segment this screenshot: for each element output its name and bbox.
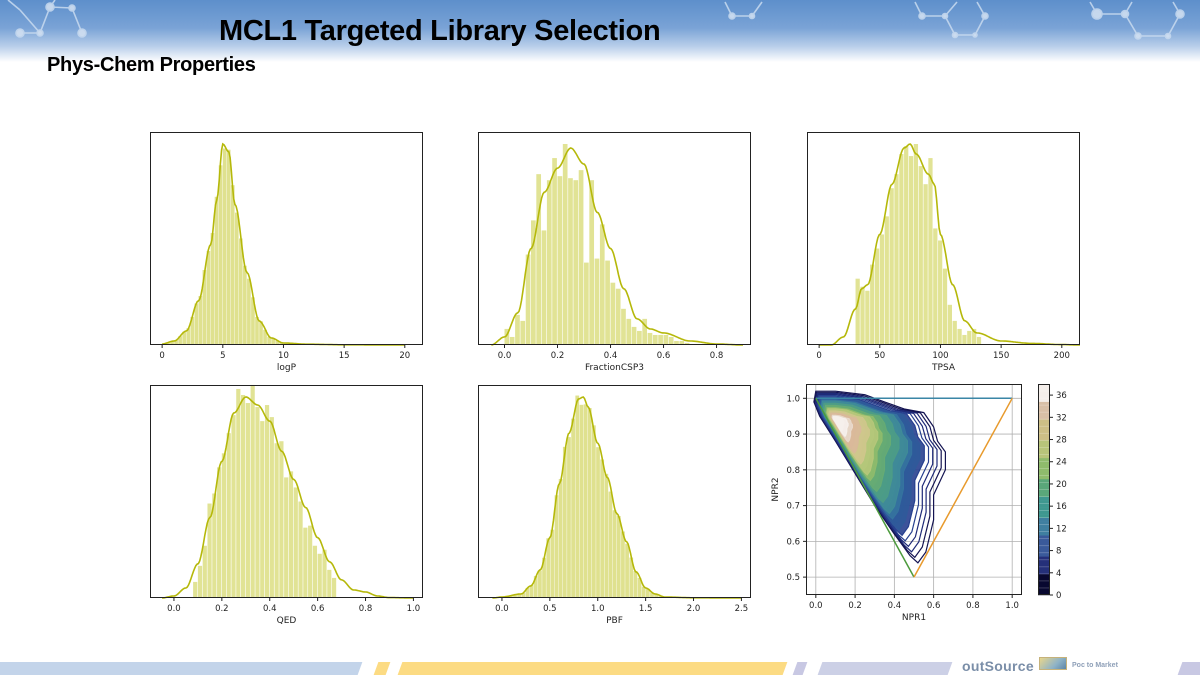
histogram-bars xyxy=(855,144,982,345)
svg-text:0.4: 0.4 xyxy=(263,604,277,614)
svg-text:32: 32 xyxy=(1056,413,1067,423)
svg-text:0.4: 0.4 xyxy=(888,601,902,611)
svg-text:50: 50 xyxy=(874,351,885,361)
svg-text:1.0: 1.0 xyxy=(407,604,421,614)
header-band xyxy=(0,0,1200,62)
slide-title: MCL1 Targeted Library Selection xyxy=(219,15,661,47)
svg-text:12: 12 xyxy=(1056,524,1067,534)
svg-text:15: 15 xyxy=(339,351,350,361)
kde-line xyxy=(162,142,405,346)
chart-qed: 0.0 0.2 0.4 0.6 0.8 1.0 QED xyxy=(150,384,423,628)
svg-text:0.8: 0.8 xyxy=(786,466,800,476)
svg-text:0.5: 0.5 xyxy=(543,604,557,614)
svg-text:0.4: 0.4 xyxy=(604,351,618,361)
svg-text:36: 36 xyxy=(1056,391,1067,401)
svg-text:1.0: 1.0 xyxy=(786,394,800,404)
slide-subtitle: Phys-Chem Properties xyxy=(47,54,256,76)
svg-text:1.5: 1.5 xyxy=(639,604,653,614)
svg-text:5: 5 xyxy=(220,351,225,361)
kde-line xyxy=(161,396,414,599)
chart-fractioncsp3: 0.0 0.2 0.4 0.6 0.8 FractionCSP3 xyxy=(478,132,751,375)
svg-text:0.8: 0.8 xyxy=(710,351,724,361)
kde-line xyxy=(819,143,1080,346)
svg-text:0.0: 0.0 xyxy=(495,604,509,614)
svg-text:0: 0 xyxy=(1056,591,1061,601)
histogram-bars xyxy=(162,148,405,345)
svg-text:0.8: 0.8 xyxy=(359,604,373,614)
histogram-bars xyxy=(193,384,337,598)
histogram-bars xyxy=(504,144,690,345)
x-axis-label: NPR1 xyxy=(902,613,926,623)
svg-text:4: 4 xyxy=(1056,569,1061,579)
svg-text:0.6: 0.6 xyxy=(786,537,800,547)
svg-text:0.2: 0.2 xyxy=(551,351,565,361)
svg-text:0.8: 0.8 xyxy=(966,601,980,611)
svg-text:0.2: 0.2 xyxy=(848,601,862,611)
svg-text:0.2: 0.2 xyxy=(215,604,229,614)
svg-text:0.7: 0.7 xyxy=(786,502,800,512)
svg-text:28: 28 xyxy=(1056,436,1067,446)
brand-tagline: Poc to Market xyxy=(1072,662,1118,669)
x-axis-label: TPSA xyxy=(931,363,956,373)
svg-text:0.9: 0.9 xyxy=(786,430,800,440)
svg-text:20: 20 xyxy=(1056,480,1067,490)
histogram-bars xyxy=(492,395,742,598)
svg-text:1.0: 1.0 xyxy=(591,604,605,614)
svg-text:2.5: 2.5 xyxy=(735,604,749,614)
x-axis-label: logP xyxy=(277,363,297,373)
svg-text:0.5: 0.5 xyxy=(786,573,800,583)
svg-text:0.0: 0.0 xyxy=(809,601,823,611)
chart-pmi-npr: 0.0 0.2 0.4 0.6 0.8 1.0 0.5 0.6 0.7 0.8 0.9 1.0 NPR1… xyxy=(771,384,1086,630)
footer-segment-yellow-small xyxy=(373,662,391,675)
svg-text:0.0: 0.0 xyxy=(498,351,512,361)
footer-segment-lavender xyxy=(817,662,953,675)
chart-logp: 0 5 10 15 20 logP xyxy=(150,132,423,375)
molecule-decoration-icon xyxy=(7,0,1185,40)
density-contours xyxy=(813,390,946,564)
svg-text:24: 24 xyxy=(1056,458,1067,468)
svg-text:1.0: 1.0 xyxy=(1005,601,1019,611)
svg-text:20: 20 xyxy=(399,351,410,361)
svg-text:0.0: 0.0 xyxy=(167,604,181,614)
svg-text:0: 0 xyxy=(816,351,821,361)
svg-text:10: 10 xyxy=(278,351,289,361)
svg-text:100: 100 xyxy=(932,351,948,361)
brand-logo-icon xyxy=(1039,657,1067,670)
svg-text:8: 8 xyxy=(1056,547,1061,557)
x-axis-label: QED xyxy=(277,616,297,626)
chart-pbf: 0.0 0.5 1.0 1.5 2.0 2.5 PBF xyxy=(478,385,751,628)
svg-text:0: 0 xyxy=(159,351,164,361)
footer-segment-blue xyxy=(0,662,363,675)
footer-segment-yellow xyxy=(397,662,788,675)
x-axis-label: FractionCSP3 xyxy=(585,363,644,373)
y-axis-label: NPR2 xyxy=(771,477,781,501)
svg-text:16: 16 xyxy=(1056,502,1067,512)
svg-text:2.0: 2.0 xyxy=(687,604,701,614)
colorbar: 0 4 8 12 16 20 24 28 32 36 xyxy=(1038,384,1067,601)
svg-text:200: 200 xyxy=(1054,351,1070,361)
svg-text:0.6: 0.6 xyxy=(657,351,671,361)
svg-text:0.6: 0.6 xyxy=(927,601,941,611)
kde-line xyxy=(491,147,743,346)
x-axis-label: PBF xyxy=(606,616,623,626)
svg-text:0.6: 0.6 xyxy=(311,604,325,614)
brand-name: outSource xyxy=(962,658,1034,674)
footer-segment-lavender-small xyxy=(792,662,808,675)
svg-text:150: 150 xyxy=(993,351,1009,361)
footer-segment-lavender-right xyxy=(1177,662,1200,675)
chart-tpsa: 0 50 100 150 200 TPSA xyxy=(807,132,1080,375)
